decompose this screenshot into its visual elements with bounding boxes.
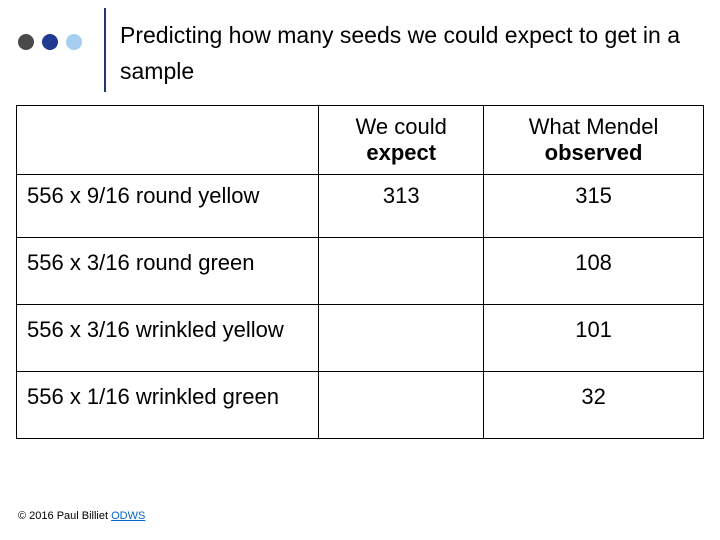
table-row: 556 x 1/16 wrinkled green 32 [17, 372, 704, 439]
copyright-footer: © 2016 Paul Billiet ODWS [18, 510, 145, 522]
table-row: 556 x 3/16 round green 108 [17, 238, 704, 305]
row-label: 556 x 3/16 wrinkled yellow [17, 305, 319, 372]
table-row: 556 x 9/16 round yellow 313 315 [17, 175, 704, 238]
expect-value [319, 372, 484, 439]
table-header-row: We could expect What Mendel observed [17, 106, 704, 175]
dot-1 [18, 34, 34, 50]
col-header-blank [17, 106, 319, 175]
header: Predicting how many seeds we could expec… [0, 0, 720, 99]
expect-value [319, 305, 484, 372]
col-header-observed-line2: observed [545, 140, 643, 165]
col-header-expect-line1: We could [356, 114, 447, 139]
col-header-expect: We could expect [319, 106, 484, 175]
row-label: 556 x 3/16 round green [17, 238, 319, 305]
vertical-divider [104, 8, 106, 92]
dot-3 [66, 34, 82, 50]
row-label: 556 x 1/16 wrinkled green [17, 372, 319, 439]
observed-value: 108 [484, 238, 704, 305]
observed-value: 101 [484, 305, 704, 372]
decorative-dots [18, 34, 82, 50]
row-label: 556 x 9/16 round yellow [17, 175, 319, 238]
slide-title: Predicting how many seeds we could expec… [120, 18, 720, 89]
col-header-observed: What Mendel observed [484, 106, 704, 175]
expect-value [319, 238, 484, 305]
expect-value: 313 [319, 175, 484, 238]
seed-prediction-table: We could expect What Mendel observed 556… [16, 105, 704, 439]
observed-value: 315 [484, 175, 704, 238]
copyright-text: © 2016 Paul Billiet [18, 510, 111, 522]
data-table-container: We could expect What Mendel observed 556… [16, 105, 704, 439]
odws-link[interactable]: ODWS [111, 510, 145, 522]
dot-2 [42, 34, 58, 50]
table-row: 556 x 3/16 wrinkled yellow 101 [17, 305, 704, 372]
col-header-expect-line2: expect [366, 140, 436, 165]
col-header-observed-line1: What Mendel [529, 114, 659, 139]
observed-value: 32 [484, 372, 704, 439]
